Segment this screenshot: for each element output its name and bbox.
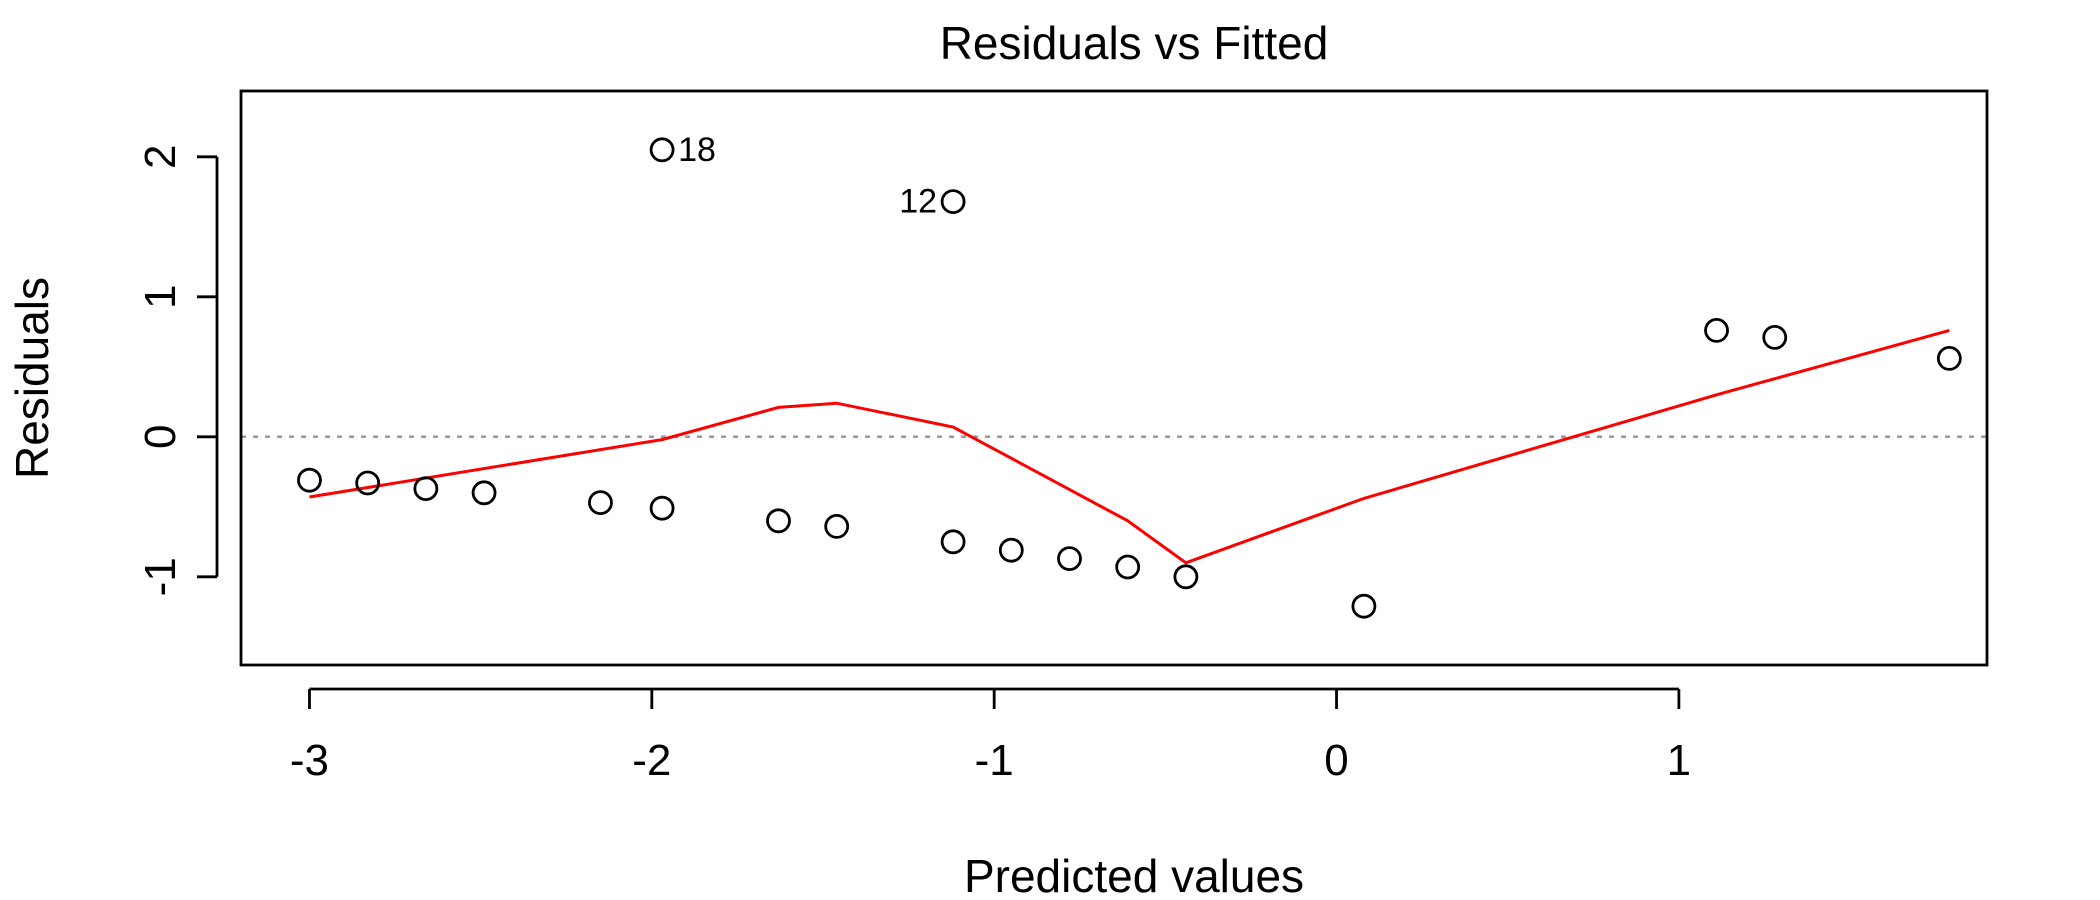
data-point bbox=[588, 490, 613, 516]
data-point bbox=[413, 476, 439, 502]
x-tick-label: -2 bbox=[632, 736, 671, 785]
data-point bbox=[649, 495, 675, 521]
y-axis-label: Residuals bbox=[6, 277, 58, 479]
data-point bbox=[649, 137, 675, 163]
data-point bbox=[1704, 317, 1729, 343]
data-point bbox=[940, 189, 966, 215]
x-tick-label: -1 bbox=[975, 736, 1014, 785]
point-label: 18 bbox=[678, 131, 716, 169]
x-tick-label: 1 bbox=[1667, 736, 1691, 785]
chart-title: Residuals vs Fitted bbox=[940, 17, 1329, 69]
x-tick-label: -3 bbox=[290, 736, 329, 785]
data-point bbox=[1762, 324, 1788, 350]
data-point bbox=[471, 480, 497, 506]
y-tick-label: -1 bbox=[136, 557, 185, 596]
data-point bbox=[998, 537, 1024, 563]
data-point bbox=[355, 470, 381, 496]
smooth-line bbox=[309, 328, 1950, 565]
plot-frame bbox=[239, 89, 1989, 667]
data-point bbox=[1351, 593, 1377, 619]
y-tick-label: 1 bbox=[136, 285, 185, 309]
data-point bbox=[1115, 554, 1141, 580]
data-point bbox=[1936, 345, 1962, 371]
data-point bbox=[940, 529, 966, 555]
x-tick-label: 0 bbox=[1324, 736, 1348, 785]
y-tick-label: 0 bbox=[136, 425, 185, 449]
y-tick-label: 2 bbox=[136, 145, 185, 169]
x-axis-label: Predicted values bbox=[964, 850, 1304, 900]
point-label: 12 bbox=[899, 183, 937, 221]
data-point bbox=[824, 514, 850, 539]
data-point bbox=[1057, 546, 1082, 571]
data-point bbox=[297, 467, 322, 493]
data-point bbox=[766, 508, 791, 534]
data-point bbox=[1173, 564, 1199, 590]
